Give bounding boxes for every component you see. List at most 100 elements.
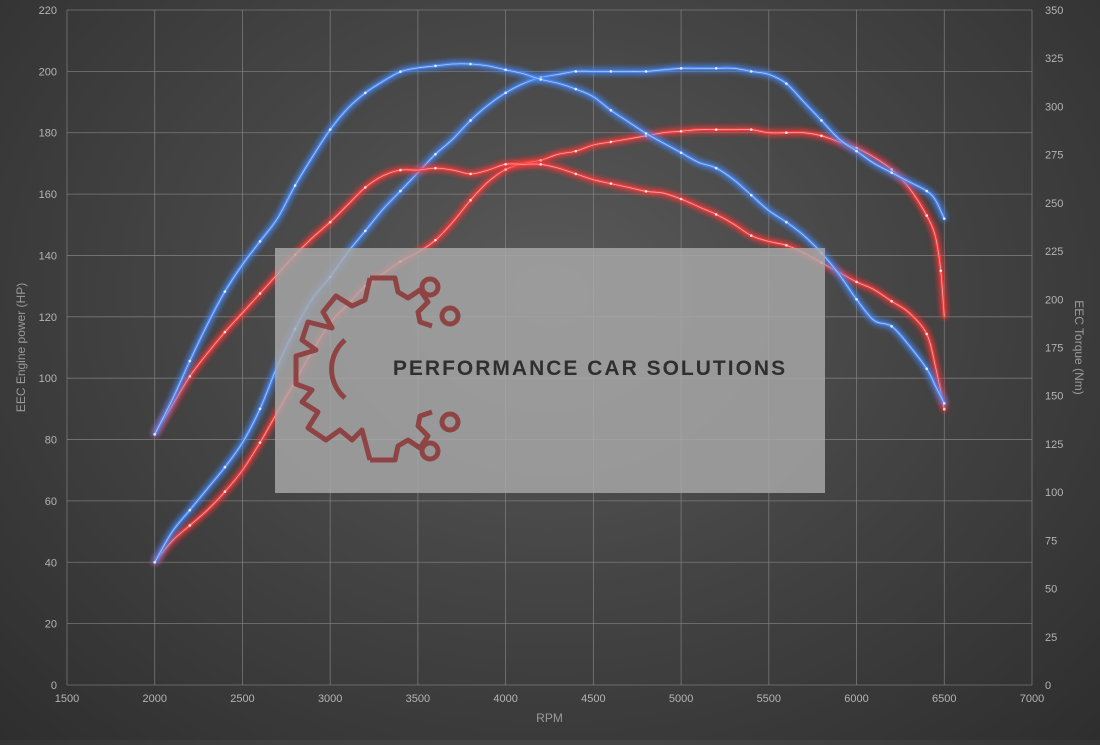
x-tick-label: 4000 (493, 693, 517, 705)
data-point (890, 299, 893, 303)
data-point (855, 280, 858, 284)
data-point (363, 229, 367, 233)
data-point (714, 66, 718, 70)
y2-tick-label: 350 (1045, 5, 1063, 17)
data-point (469, 198, 472, 202)
data-point (942, 217, 946, 220)
data-point (363, 91, 367, 95)
data-point (223, 330, 227, 334)
data-point (890, 324, 893, 328)
data-point (188, 359, 192, 363)
data-point (644, 132, 648, 135)
series-line-core (154, 63, 945, 435)
data-point (469, 172, 472, 176)
y-tick-label: 80 (45, 435, 57, 447)
x-tick-label: 2500 (230, 693, 254, 705)
data-point (293, 184, 297, 187)
y-tick-label: 120 (39, 312, 57, 324)
data-point (328, 220, 332, 224)
y2-tick-label: 50 (1045, 584, 1057, 596)
data-point (749, 234, 753, 237)
y2-tick-label: 275 (1045, 150, 1063, 162)
data-point (890, 168, 893, 171)
data-point (609, 108, 613, 112)
data-point (469, 62, 472, 66)
data-point (609, 70, 613, 73)
data-point (223, 465, 227, 469)
data-point (679, 197, 683, 201)
y-tick-label: 180 (39, 128, 57, 140)
data-point (469, 119, 472, 122)
data-point (749, 193, 753, 197)
data-point (399, 168, 402, 172)
x-axis-title: RPM (536, 711, 563, 725)
y-tick-label: 60 (45, 496, 57, 508)
data-point (644, 70, 648, 73)
data-point (539, 78, 543, 81)
y-tick-label: 140 (39, 250, 57, 262)
data-point (504, 91, 507, 95)
y2-axis-title: EEC Torque (Nm) (1072, 300, 1086, 394)
x-tick-label: 2000 (142, 693, 166, 705)
y2-tick-label: 300 (1045, 101, 1063, 113)
data-point (434, 64, 437, 68)
data-point (153, 432, 157, 436)
data-point (644, 189, 648, 193)
data-point (574, 149, 578, 153)
data-point (785, 220, 788, 224)
data-point (785, 82, 788, 85)
data-point (714, 166, 718, 170)
data-point (399, 70, 402, 74)
y-tick-label: 220 (39, 5, 57, 17)
data-point (890, 171, 893, 174)
data-point (925, 214, 929, 217)
data-point (679, 66, 683, 70)
data-point (153, 560, 157, 564)
x-tick-label: 3500 (406, 693, 430, 705)
x-tick-label: 6500 (932, 693, 956, 705)
data-point (714, 128, 718, 131)
data-point (258, 441, 262, 444)
y2-tick-label: 175 (1045, 343, 1063, 355)
y-tick-label: 40 (45, 557, 57, 569)
y-tick-label: 160 (39, 189, 57, 201)
data-point (188, 508, 192, 512)
series-3-blue-right (153, 62, 946, 436)
data-point (609, 140, 613, 144)
data-point (855, 146, 858, 150)
y2-tick-label: 200 (1045, 294, 1063, 306)
data-point (504, 162, 507, 166)
data-point (820, 119, 823, 122)
data-point (504, 168, 507, 171)
axes: 1500 2000 2500 3000 3500 4000 4500 5000 5500 6000… (14, 5, 1086, 725)
data-point (855, 297, 858, 301)
data-point (258, 292, 262, 295)
x-tick-label: 5500 (757, 693, 781, 705)
data-point (679, 151, 683, 155)
y-tick-label: 200 (39, 66, 57, 78)
data-point (820, 134, 823, 138)
data-point (328, 128, 332, 131)
data-point (363, 186, 367, 189)
y2-tick-label: 225 (1045, 246, 1063, 258)
data-point (188, 524, 192, 527)
data-point (399, 189, 402, 193)
data-point (679, 129, 683, 133)
y2-tick-label: 325 (1045, 53, 1063, 65)
data-point (258, 240, 262, 243)
data-point (574, 172, 578, 176)
data-point (504, 68, 507, 72)
x-tick-label: 4500 (581, 693, 605, 705)
data-point (258, 407, 262, 411)
gear-logo-icon (293, 275, 461, 463)
data-point (942, 402, 946, 405)
data-point (925, 189, 929, 193)
data-point (434, 152, 437, 156)
data-point (925, 367, 929, 371)
watermark: PERFORMANCE CAR SOLUTIONS (275, 248, 825, 493)
y2-tick-label: 125 (1045, 439, 1063, 451)
data-point (223, 490, 227, 494)
data-point (539, 162, 543, 166)
data-point (539, 159, 543, 162)
